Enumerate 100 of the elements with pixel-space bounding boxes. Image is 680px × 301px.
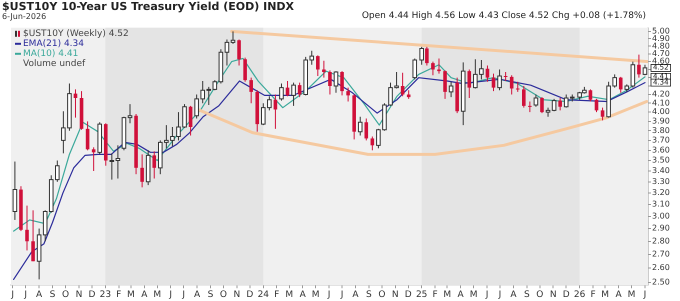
candlestick: [86, 120, 90, 151]
candlestick: [594, 98, 598, 113]
x-tick-label: F: [116, 290, 122, 300]
y-tick-label: 4.90: [652, 34, 670, 43]
x-tick-label: 25: [416, 290, 428, 300]
candlestick: [637, 54, 641, 78]
x-tick-label: N: [76, 290, 82, 300]
x-tick-label: J: [181, 290, 185, 300]
candlestick: [467, 69, 472, 98]
candlestick: [364, 118, 368, 141]
x-tick-label: D: [246, 290, 254, 300]
chart-subtitle: 6-Jun-2026: [2, 12, 46, 21]
candlestick: [188, 105, 192, 136]
y-tick-label: 3.30: [652, 176, 670, 186]
x-tick-label: M: [628, 290, 636, 300]
candlestick: [588, 88, 592, 102]
candlestick: [443, 70, 447, 100]
y-tick-label: 5.00: [652, 26, 670, 36]
x-tick-label: F: [274, 290, 280, 300]
x-tick-label: N: [392, 290, 399, 300]
x-tick-label: O: [62, 290, 70, 300]
x-tick-label: J: [642, 290, 646, 300]
candlestick: [274, 94, 278, 130]
x-tick-label: A: [458, 290, 465, 300]
y-tick-label: 4.10: [652, 98, 670, 108]
candlestick: [322, 60, 326, 78]
candlestick: [243, 57, 247, 82]
candlestick: [431, 61, 435, 76]
x-tick-label: J: [168, 290, 172, 300]
candlestick: [400, 72, 404, 97]
x-tick-label: S: [208, 290, 214, 300]
candlestick: [600, 107, 604, 121]
x-tick-label: J: [498, 290, 502, 300]
y-tick-label: 2.70: [652, 250, 670, 259]
x-tick-label: J: [10, 290, 14, 300]
x-tick-label: F: [590, 290, 596, 300]
y-tick-label: 2.50: [652, 277, 670, 286]
y-tick-label: 4.00: [652, 107, 670, 116]
y-tick-label: 2.90: [652, 224, 670, 233]
candlestick: [528, 100, 532, 113]
x-tick-label: J: [340, 290, 344, 300]
x-tick-label: J: [23, 290, 28, 300]
y-tick-label: 2.60: [652, 263, 670, 272]
candlestick: [516, 81, 520, 92]
candlestick: [237, 38, 241, 66]
x-tick-label: D: [562, 290, 570, 300]
y-tick-label: 4.80: [652, 41, 670, 50]
x-tick-label: A: [194, 290, 201, 300]
y-tick-label: 3.60: [652, 145, 670, 154]
y-tick-label: 3.80: [652, 126, 670, 135]
y-tick-label: 3.20: [652, 188, 670, 198]
candlestick: [328, 70, 332, 96]
candlestick: [522, 85, 526, 108]
x-tick-label: O: [378, 290, 386, 300]
candlestick: [437, 58, 441, 74]
x-tick-label: O: [220, 290, 228, 300]
candlestick: [140, 154, 144, 188]
candlestick: [316, 54, 320, 77]
x-tick-label: A: [141, 290, 148, 300]
y-tick-label: 4.20: [652, 90, 670, 99]
text: Open 4.44 High 4.56 Low 4.43 Close 4.52 Chg +0.08 (+1.78%): [362, 11, 646, 21]
candlestick: [370, 136, 374, 151]
x-tick-label: D: [88, 290, 96, 300]
x-tick-label: S: [50, 290, 56, 300]
chart-title: $UST10Y 10-Year US Treasury Yield (EOD) INDX: [2, 0, 294, 13]
candlestick: [249, 77, 253, 104]
candlestick: [298, 82, 302, 98]
x-tick-label: A: [510, 290, 518, 300]
candlestick: [492, 73, 496, 92]
x-tick-label: M: [126, 290, 135, 300]
x-tick-label: J: [484, 290, 488, 300]
x-tick-label: N: [234, 290, 240, 300]
candlestick: [340, 70, 344, 96]
y-tick-label: 3.00: [652, 211, 670, 220]
y-tick-label: 3.40: [652, 166, 670, 176]
x-tick-label: J: [326, 290, 330, 300]
y-tick-label: 4.70: [652, 48, 670, 58]
candlestick: [618, 76, 623, 94]
candlestick: [152, 150, 156, 180]
x-tick-label: M: [312, 290, 320, 300]
x-tick-label: A: [615, 290, 622, 300]
y-tick-label: 3.50: [652, 156, 670, 165]
x-tick-label: 24: [258, 290, 270, 300]
y-tick-label: 4.60: [652, 56, 670, 66]
candlestick: [504, 71, 508, 82]
x-tick-label: M: [470, 290, 478, 300]
x-tick-label: M: [153, 290, 162, 300]
x-tick-label: S: [366, 290, 372, 300]
candlestick: [425, 46, 429, 66]
x-tick-label: A: [300, 290, 307, 300]
x-tick-label: 23: [100, 290, 112, 300]
candlestick: [558, 97, 562, 111]
y-tick-label: 3.10: [652, 200, 670, 209]
legend-label: $UST10Y (Weekly) 4.52: [23, 29, 129, 40]
y-tick-label: 2.80: [652, 236, 670, 246]
x-tick-label: 26: [574, 290, 586, 300]
x-tick-label: M: [443, 290, 452, 300]
x-tick-label: N: [550, 290, 557, 300]
candlestick: [540, 96, 544, 114]
candlestick: [486, 65, 490, 82]
